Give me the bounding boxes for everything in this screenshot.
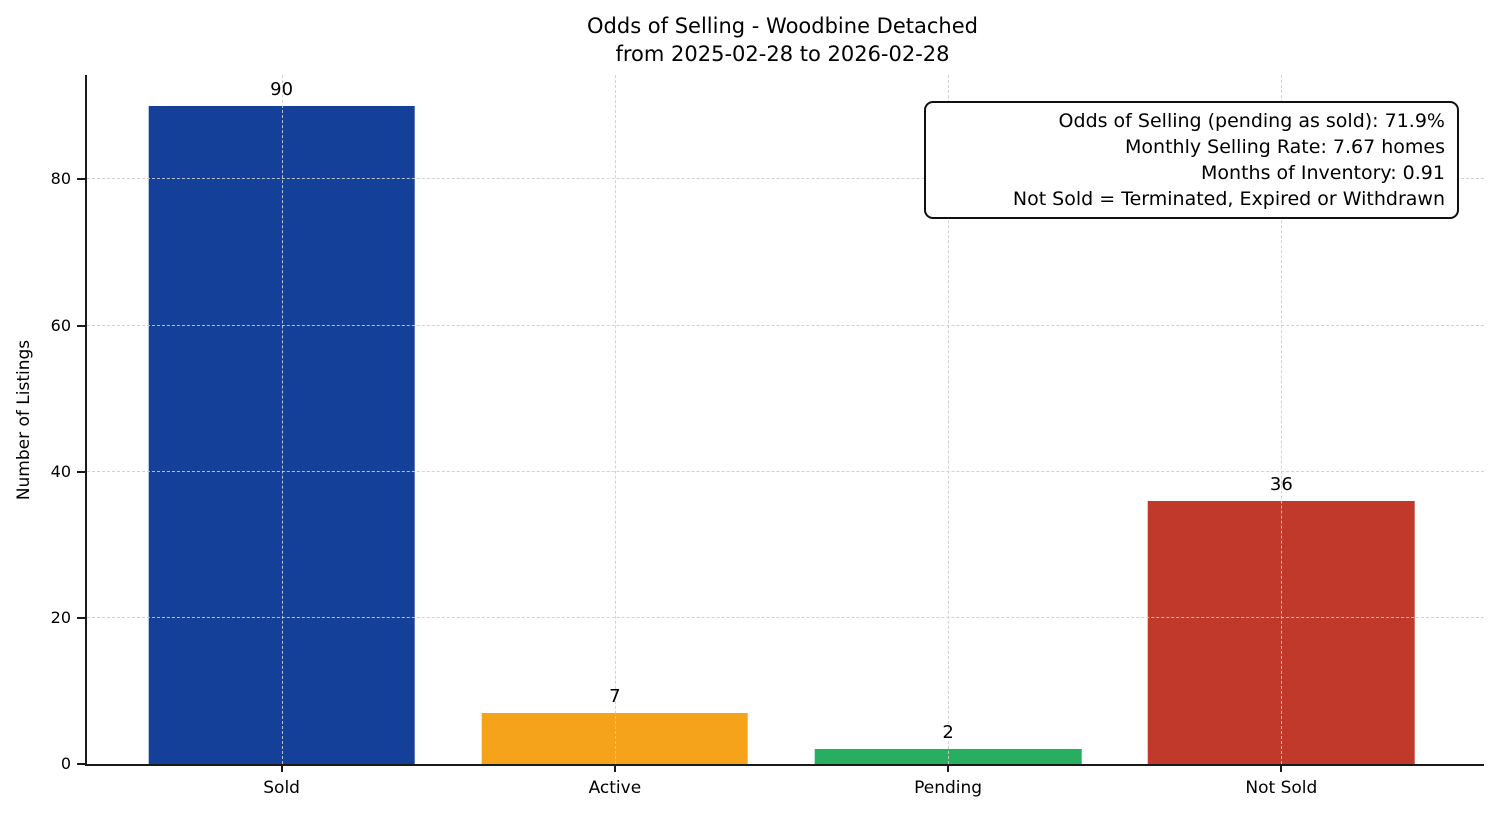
x-tick-label-sold: Sold: [263, 778, 300, 798]
bar-pending: [814, 749, 1082, 764]
x-tick-mark-pending: [947, 764, 950, 772]
chart-title-line1: Odds of Selling - Woodbine Detached: [587, 14, 978, 38]
stat-odds-of-selling: Odds of Selling (pending as sold): 71.9%: [1058, 110, 1445, 132]
y-tick-label-60: 60: [50, 315, 71, 335]
x-tick-mark-active: [613, 764, 616, 772]
chart-title-line2: from 2025-02-28 to 2026-02-28: [615, 42, 950, 66]
bar-value-pending: 2: [942, 722, 954, 744]
x-tick-mark-not-sold: [1280, 764, 1283, 772]
bar-sold: [148, 106, 415, 764]
y-tick-mark-20: [77, 616, 85, 619]
x-tick-label-active: Active: [588, 778, 642, 798]
stat-not-sold-definition: Not Sold = Terminated, Expired or Withdr…: [1012, 188, 1445, 210]
stat-months-of-inventory: Months of Inventory: 0.91: [1201, 162, 1445, 184]
bars-region: Sold 90 Active 7 Pending 2 Not Sold 36: [115, 75, 1448, 798]
y-tick-mark-0: [77, 763, 85, 765]
y-tick-mark-40: [77, 470, 85, 473]
chart-title: Odds of Selling - Woodbine Detached from…: [85, 12, 1480, 68]
x-tick-label-not-sold: Not Sold: [1245, 778, 1318, 798]
bar-value-sold: 90: [270, 79, 294, 101]
y-tick-label-40: 40: [50, 461, 71, 481]
y-tick-label-0: 0: [60, 754, 71, 773]
stat-monthly-selling-rate: Monthly Selling Rate: 7.67 homes: [1125, 136, 1445, 158]
y-tick-mark-80: [77, 178, 85, 181]
bar-slot-sold: 90: [115, 75, 448, 764]
bar-active: [481, 712, 749, 764]
stats-annotation-box: Odds of Selling (pending as sold): 71.9%…: [924, 101, 1459, 219]
x-tick-mark-sold: [280, 764, 283, 772]
bar-value-active: 7: [609, 685, 621, 707]
y-tick-label-20: 20: [50, 607, 71, 627]
y-axis-label: Number of Listings: [14, 339, 34, 501]
bar-slot-active: 7: [448, 75, 781, 764]
plot-area: Sold 90 Active 7 Pending 2 Not Sold 36 0 20 40 60 8…: [51, 75, 1484, 798]
y-tick-label-80: 80: [50, 169, 71, 189]
bar-not-sold: [1148, 500, 1415, 764]
y-tick-mark-60: [77, 324, 85, 327]
x-tick-label-pending: Pending: [914, 778, 983, 798]
bar-value-not-sold: 36: [1269, 473, 1293, 495]
